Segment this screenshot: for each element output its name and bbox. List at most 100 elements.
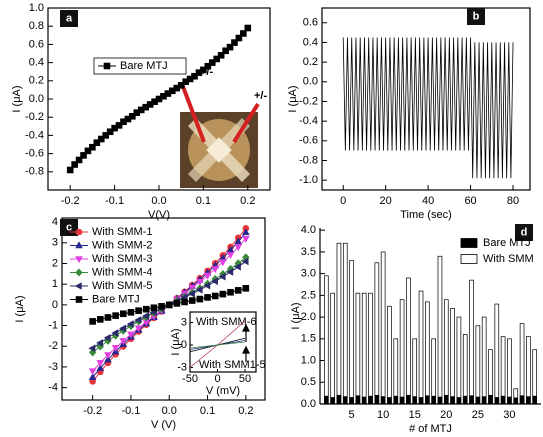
bar (513, 397, 519, 405)
x-tick-label: 0.1 (196, 195, 211, 207)
panel-label: a (66, 12, 73, 24)
marker (181, 298, 188, 306)
y-axis-label: I (μA) (14, 295, 26, 322)
bar (412, 338, 418, 405)
marker (188, 284, 197, 292)
legend-label: With SMM-5 (92, 280, 153, 292)
y-tick-label: -2 (48, 340, 58, 352)
bar (431, 395, 436, 405)
marker (104, 314, 112, 321)
y-tick-label: 4.0 (301, 224, 316, 236)
legend-label: With SMM-4 (92, 266, 153, 278)
bar (393, 395, 399, 405)
marker (211, 292, 219, 300)
marker (231, 39, 238, 46)
data-line (189, 341, 246, 349)
panel-label: d (521, 226, 528, 238)
bar (443, 299, 449, 405)
marker (242, 228, 250, 236)
x-tick-label: 25 (472, 409, 484, 421)
y-tick-label: 0.6 (303, 17, 318, 29)
marker (75, 241, 83, 249)
marker (96, 360, 105, 367)
legend-label: With SMM-1 (92, 226, 153, 238)
x-axis-label: # of MTJ (409, 423, 452, 435)
legend-label: Bare MTJ (120, 60, 168, 72)
marker (129, 112, 136, 120)
bar (507, 338, 512, 405)
bar (368, 292, 373, 405)
marker (240, 30, 247, 37)
x-tick-label: 20 (440, 409, 452, 421)
y-tick-label: -0.6 (25, 148, 44, 160)
y-tick-label: 2 (52, 257, 58, 269)
legend-swatch (460, 254, 478, 264)
marker (88, 368, 97, 376)
marker (234, 237, 242, 245)
y-axis-label: I (μA) (170, 328, 182, 355)
x-tick-label: 60 (464, 195, 476, 207)
marker (74, 282, 82, 290)
bar (374, 394, 380, 405)
y-axis-label: I (μA) (287, 85, 299, 112)
bar (361, 292, 367, 405)
bar (425, 395, 430, 405)
x-tick-label: 0 (214, 373, 220, 385)
marker (226, 252, 235, 260)
bar (418, 290, 424, 405)
bar (387, 305, 392, 405)
panel-label-box (515, 224, 533, 241)
bar (380, 251, 386, 405)
y-tick-label: 0.0 (303, 76, 318, 88)
marker (191, 72, 198, 80)
marker (104, 352, 112, 360)
marker (93, 139, 101, 146)
legend-label: With SMM (483, 253, 534, 265)
bar (425, 301, 430, 405)
x-tick-label: -50 (182, 373, 198, 385)
y-tick-label: 0.8 (29, 20, 44, 32)
marker (233, 263, 241, 271)
bar (481, 396, 487, 405)
y-tick-label: 0.4 (303, 36, 318, 48)
panel-label-box (467, 8, 485, 25)
marker (135, 307, 142, 314)
marker (222, 47, 229, 55)
bar (342, 396, 348, 405)
bar (406, 394, 411, 405)
x-tick-label: -0.1 (105, 195, 124, 207)
y-axis-label: I (μA) (290, 302, 302, 329)
x-tick-label: 80 (507, 195, 519, 207)
bar (349, 260, 354, 405)
x-axis-label: Time (sec) (400, 209, 452, 221)
bar (349, 397, 354, 405)
x-tick-label: -0.2 (61, 195, 80, 207)
bar (324, 275, 329, 405)
y-tick-label: 0.2 (303, 56, 318, 68)
y-tick-label: -1 (48, 319, 58, 331)
x-tick-label: 10 (377, 409, 389, 421)
y-tick-label: 1.0 (29, 2, 44, 14)
marker (75, 268, 83, 277)
marker (203, 272, 212, 280)
bar (418, 397, 424, 405)
bar (355, 395, 361, 405)
x-axis-label: V (V) (151, 419, 176, 431)
marker (196, 278, 204, 286)
y-tick-label: 0.5 (301, 376, 316, 388)
x-tick-label: 5 (349, 409, 355, 421)
x-tick-label: 0 (340, 195, 346, 207)
marker (103, 62, 111, 70)
marker (213, 55, 221, 63)
marker (134, 325, 143, 333)
x-axis-label: V (mV) (206, 385, 240, 397)
bar (406, 277, 411, 405)
y-tick-label: -4 (48, 381, 58, 393)
marker (150, 304, 158, 312)
marker (188, 297, 196, 304)
marker (242, 285, 250, 292)
bar (469, 279, 474, 405)
y-tick-label: 3.0 (301, 268, 316, 280)
bar (475, 325, 481, 405)
